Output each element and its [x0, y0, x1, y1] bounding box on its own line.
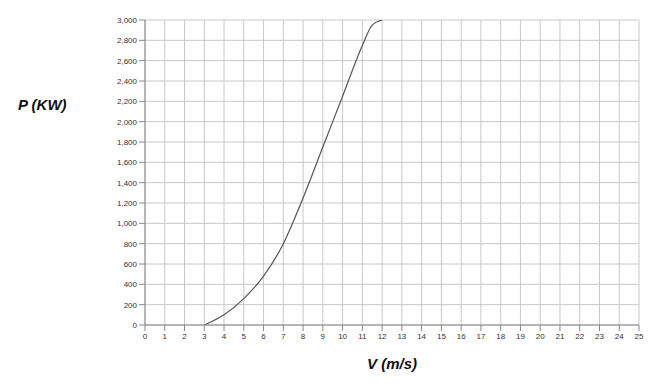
svg-text:200: 200 [124, 301, 138, 310]
svg-text:25: 25 [635, 332, 644, 341]
svg-text:0: 0 [143, 332, 148, 341]
svg-text:14: 14 [417, 332, 426, 341]
svg-text:2,600: 2,600 [117, 57, 138, 66]
svg-text:1,800: 1,800 [117, 138, 138, 147]
svg-text:12: 12 [378, 332, 387, 341]
svg-text:10: 10 [338, 332, 347, 341]
svg-text:2,000: 2,000 [117, 118, 138, 127]
svg-text:1,600: 1,600 [117, 158, 138, 167]
svg-text:2,400: 2,400 [117, 77, 138, 86]
svg-text:600: 600 [124, 260, 138, 269]
svg-text:7: 7 [281, 332, 286, 341]
html-text:P (KW): P (KW) [18, 96, 67, 113]
svg-text:23: 23 [595, 332, 604, 341]
svg-text:22: 22 [575, 332, 584, 341]
svg-text:16: 16 [457, 332, 466, 341]
svg-text:19: 19 [516, 332, 525, 341]
svg-text:3: 3 [202, 332, 207, 341]
svg-text:20: 20 [536, 332, 545, 341]
svg-text:1: 1 [163, 332, 168, 341]
svg-text:15: 15 [437, 332, 446, 341]
svg-text:13: 13 [397, 332, 406, 341]
svg-text:2,200: 2,200 [117, 97, 138, 106]
svg-text:9: 9 [321, 332, 326, 341]
svg-text:8: 8 [301, 332, 306, 341]
svg-text:400: 400 [124, 280, 138, 289]
svg-text:11: 11 [358, 332, 367, 341]
svg-text:800: 800 [124, 240, 138, 249]
svg-text:3,000: 3,000 [117, 16, 138, 25]
svg-text:18: 18 [496, 332, 505, 341]
svg-text:2,800: 2,800 [117, 36, 138, 45]
svg-text:4: 4 [222, 332, 227, 341]
svg-text:17: 17 [476, 332, 485, 341]
svg-text:2: 2 [182, 332, 187, 341]
svg-text:1,400: 1,400 [117, 179, 138, 188]
svg-text:5: 5 [242, 332, 247, 341]
svg-text:21: 21 [556, 332, 565, 341]
svg-text:6: 6 [261, 332, 266, 341]
svg-text:1,200: 1,200 [117, 199, 138, 208]
svg-text:1,000: 1,000 [117, 219, 138, 228]
html-text:V (m/s): V (m/s) [367, 355, 417, 372]
svg-text:24: 24 [615, 332, 624, 341]
svg-text:0: 0 [133, 321, 138, 330]
